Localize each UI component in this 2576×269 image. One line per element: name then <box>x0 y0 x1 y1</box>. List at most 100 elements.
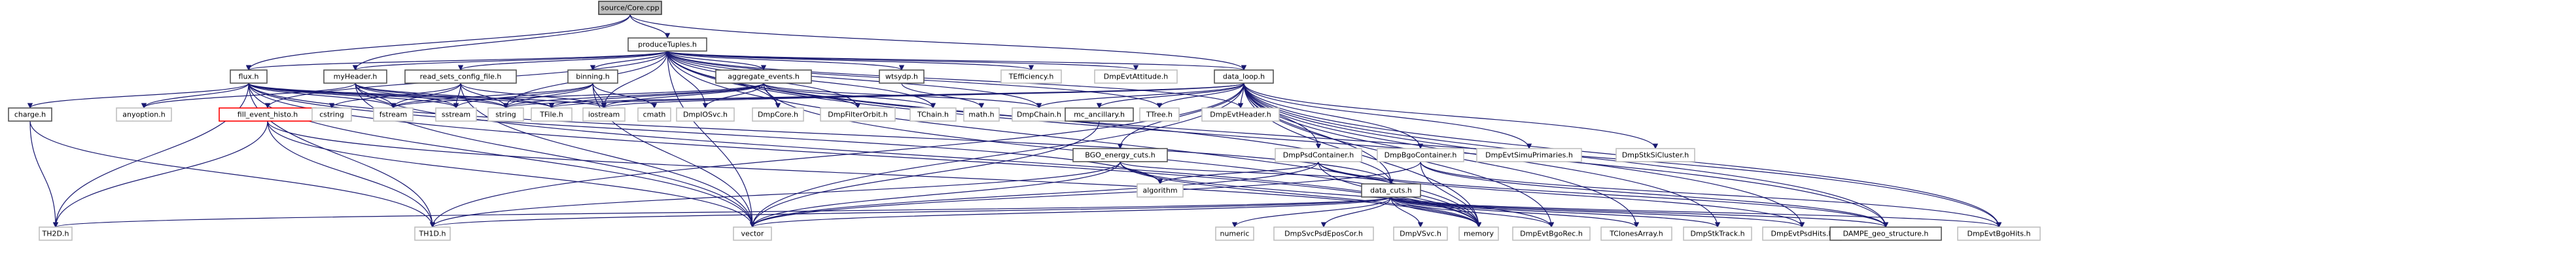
dependency-edge <box>52 82 249 228</box>
node-box <box>567 69 618 84</box>
node-wtsydp[interactable]: wtsydp.h <box>879 69 925 84</box>
dependency-edge <box>1390 196 1888 228</box>
node-label: iostream <box>588 111 620 119</box>
node-label: DmpVSvc.h <box>1400 230 1441 238</box>
dependency-edge <box>503 82 764 109</box>
node-box <box>1600 226 1672 241</box>
dependency-edge <box>1390 196 1640 228</box>
node-produce[interactable]: produceTuples.h <box>627 37 707 52</box>
dependency-edge <box>267 120 436 228</box>
dependency-edge <box>1420 161 1482 228</box>
dependency-edge <box>667 50 1244 109</box>
dependency-edge <box>667 50 1246 71</box>
node-box <box>909 107 957 122</box>
dependency-edge <box>1120 161 1482 228</box>
node-mcancillary[interactable]: mc_ancillary.h <box>1065 107 1134 122</box>
dependency-edge <box>248 82 459 109</box>
dependency-edge <box>750 196 1392 228</box>
node-dmpfilterorbit: DmpFilterOrbit.h <box>820 107 896 122</box>
node-box <box>1683 226 1752 241</box>
node-box <box>627 37 707 52</box>
node-label: TFile.h <box>539 111 563 119</box>
node-label: math.h <box>968 111 994 119</box>
node-myheader[interactable]: myHeader.h <box>323 69 387 84</box>
node-dmpevtpsdhits: DmpEvtPsdHits.h <box>1762 226 1842 241</box>
node-dataloop[interactable]: data_loop.h <box>1214 69 1274 84</box>
node-label: DmpEvtSimuPrimaries.h <box>1485 151 1573 160</box>
node-bgoenergy[interactable]: BGO_energy_cuts.h <box>1072 148 1168 162</box>
dependency-edge <box>1157 161 1319 185</box>
node-fillevent[interactable]: fill_event_histo.h <box>219 107 317 122</box>
node-box <box>1137 183 1184 198</box>
node-label: TH1D.h <box>419 230 446 238</box>
node-charge[interactable]: charge.h <box>8 107 52 122</box>
node-box <box>752 107 804 122</box>
node-label: wtsydp.h <box>885 73 918 81</box>
dependency-edge <box>702 82 764 109</box>
node-box <box>323 69 387 84</box>
dependency-edge <box>267 120 756 228</box>
node-label: aggregate_events.h <box>728 73 800 81</box>
node-label: algorithm <box>1142 187 1177 195</box>
dependency-edge <box>53 196 1392 228</box>
node-tclonesarray: TClonesArray.h <box>1600 226 1672 241</box>
node-th2d: TH2D.h <box>39 226 73 241</box>
dependency-edge <box>355 82 509 109</box>
node-datacuts[interactable]: data_cuts.h <box>1361 183 1421 198</box>
node-dampegeo[interactable]: DAMPE_geo_structure.h <box>1829 226 1942 241</box>
dependency-edge <box>749 161 1319 228</box>
node-label: fill_event_histo.h <box>238 111 298 119</box>
dependency-edge <box>29 120 59 228</box>
dependency-edge <box>629 14 671 39</box>
node-label: vector <box>741 230 764 238</box>
node-box <box>598 1 662 15</box>
node-flux[interactable]: flux.h <box>230 69 268 84</box>
node-box <box>715 69 812 84</box>
node-dmpiosvc: DmpIOSvc.h <box>676 107 735 122</box>
node-label: TClonesArray.h <box>1609 230 1663 238</box>
dependency-edge <box>1096 82 1244 109</box>
node-dmpchain: DmpChain.h <box>1012 107 1067 122</box>
node-label: DmpEvtBgoHits.h <box>1967 230 2030 238</box>
dependency-edge <box>1231 196 1392 228</box>
dependency-edge <box>429 82 1244 228</box>
node-memory: memory <box>1458 226 1499 241</box>
node-aggregate[interactable]: aggregate_events.h <box>715 69 812 84</box>
node-box <box>1377 148 1464 162</box>
node-label: sstream <box>442 111 470 119</box>
node-label: myHeader.h <box>334 73 378 81</box>
dependency-edge <box>1420 161 1889 228</box>
node-box <box>1458 226 1499 241</box>
node-dmpsvcpsdeposcor: DmpSvcPsdEposCor.h <box>1273 226 1374 241</box>
node-dmpbgocontainer: DmpBgoContainer.h <box>1377 148 1464 162</box>
node-label: DmpEvtPsdHits.h <box>1771 230 1833 238</box>
dependency-edge <box>503 82 1244 109</box>
dependency-edge <box>52 120 268 228</box>
node-label: mc_ancillary.h <box>1074 111 1125 119</box>
node-box <box>1065 107 1134 122</box>
node-label: string <box>495 111 516 119</box>
node-box <box>1072 148 1168 162</box>
node-binning[interactable]: binning.h <box>567 69 618 84</box>
dependency-edge <box>749 120 1100 228</box>
node-box <box>230 69 268 84</box>
node-box <box>963 107 1000 122</box>
node-label: DmpEvtBgoRec.h <box>1520 230 1583 238</box>
node-anyoption: anyoption.h <box>116 107 172 122</box>
node-label: read_sets_config_file.h <box>420 73 502 81</box>
node-core[interactable]: source/Core.cpp <box>598 1 662 15</box>
dependency-edge <box>601 82 1244 109</box>
node-box <box>1215 226 1254 241</box>
dependency-edge <box>667 50 756 228</box>
node-ttree: TTree.h <box>1139 107 1180 122</box>
dependency-edge <box>590 50 668 71</box>
node-box <box>435 107 477 122</box>
node-label: source/Core.cpp <box>601 4 659 12</box>
node-cmath: cmath <box>637 107 671 122</box>
dependency-edge <box>391 82 764 109</box>
node-dmpcore: DmpCore.h <box>752 107 804 122</box>
node-readsets[interactable]: read_sets_config_file.h <box>404 69 517 84</box>
file-nodes: source/Core.cpp produceTuples.h flux.h myHe… <box>8 1 2041 241</box>
node-label: DmpStkTrack.h <box>1690 230 1744 238</box>
node-cstring: cstring <box>311 107 352 122</box>
